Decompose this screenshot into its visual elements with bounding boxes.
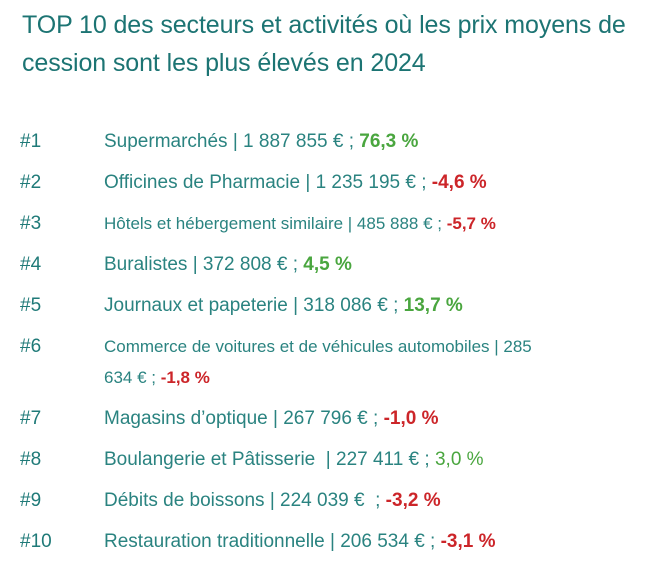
change-percent: -3,1 %: [440, 531, 496, 552]
item-label: Buralistes | 372 808 € ;: [104, 254, 304, 275]
item-label: Officines de Pharmacie | 1 235 195 € ;: [104, 172, 432, 193]
item-label: Débits de boissons | 224 039 € ;: [104, 490, 386, 511]
item-label: Boulangerie et Pâtisserie | 227 411 € ;: [104, 449, 435, 470]
item-label: Supermarchés | 1 887 855 € ;: [104, 131, 360, 152]
rank-number: #1: [20, 131, 42, 152]
change-percent: 3,0 %: [434, 449, 484, 470]
list-item: #3 Hôtels et hébergement similaire | 485…: [0, 204, 657, 245]
change-percent: -3,2 %: [385, 490, 441, 511]
rank-number: #8: [20, 449, 42, 470]
list-item: #8 Boulangerie et Pâtisserie | 227 411 €…: [0, 440, 657, 481]
change-percent: 4,5 %: [303, 254, 352, 275]
change-percent: -1,0 %: [383, 408, 439, 429]
page-title: TOP 10 des secteurs et activités où les …: [22, 11, 626, 77]
item-text: Boulangerie et Pâtisserie | 227 411 € ; …: [104, 448, 484, 472]
change-percent: 76,3 %: [359, 131, 419, 152]
change-percent: 13,7 %: [403, 295, 463, 316]
item-text: Commerce de voitures et de véhicules aut…: [104, 331, 544, 393]
item-text: Magasins d’optique | 267 796 € ; -1,0 %: [104, 407, 439, 431]
item-text: Débits de boissons | 224 039 € ; -3,2 %: [104, 489, 441, 513]
item-label: Hôtels et hébergement similaire | 485 88…: [104, 214, 447, 233]
change-percent: -4,6 %: [431, 172, 487, 193]
rank-number: #10: [20, 531, 52, 552]
list-item: #9 Débits de boissons | 224 039 € ; -3,2…: [0, 481, 657, 522]
list-item: #5 Journaux et papeterie | 318 086 € ; 1…: [0, 286, 657, 327]
list-item: #2 Officines de Pharmacie | 1 235 195 € …: [0, 163, 657, 204]
rank-number: #9: [20, 490, 42, 511]
item-text: Hôtels et hébergement similaire | 485 88…: [104, 212, 496, 236]
change-percent: -1,8 %: [160, 368, 210, 387]
rank-number: #5: [20, 295, 42, 316]
rank-number: #2: [20, 172, 42, 193]
list-item: #7 Magasins d’optique | 267 796 € ; -1,0…: [0, 399, 657, 440]
ranking-list: #1 Supermarchés | 1 887 855 € ; 76,3 % #…: [0, 122, 657, 563]
rank-number: #4: [20, 254, 42, 275]
list-item: #1 Supermarchés | 1 887 855 € ; 76,3 %: [0, 122, 657, 163]
rank-number: #6: [20, 336, 42, 357]
rank-number: #3: [20, 213, 42, 234]
item-text: Journaux et papeterie | 318 086 € ; 13,7…: [104, 294, 463, 318]
item-label: Commerce de voitures et de véhicules aut…: [104, 337, 532, 387]
item-text: Restauration traditionnelle | 206 534 € …: [104, 530, 496, 554]
item-text: Buralistes | 372 808 € ; 4,5 %: [104, 253, 352, 277]
item-text: Officines de Pharmacie | 1 235 195 € ; -…: [104, 171, 487, 195]
rank-number: #7: [20, 408, 42, 429]
list-item: #6 Commerce de voitures et de véhicules …: [0, 327, 657, 399]
change-percent: -5,7 %: [446, 214, 496, 233]
list-item: #4 Buralistes | 372 808 € ; 4,5 %: [0, 245, 657, 286]
item-text: Supermarchés | 1 887 855 € ; 76,3 %: [104, 130, 418, 154]
item-label: Restauration traditionnelle | 206 534 € …: [104, 531, 441, 552]
list-item: #10 Restauration traditionnelle | 206 53…: [0, 522, 657, 563]
item-label: Magasins d’optique | 267 796 € ;: [104, 408, 384, 429]
item-label: Journaux et papeterie | 318 086 € ;: [104, 295, 404, 316]
